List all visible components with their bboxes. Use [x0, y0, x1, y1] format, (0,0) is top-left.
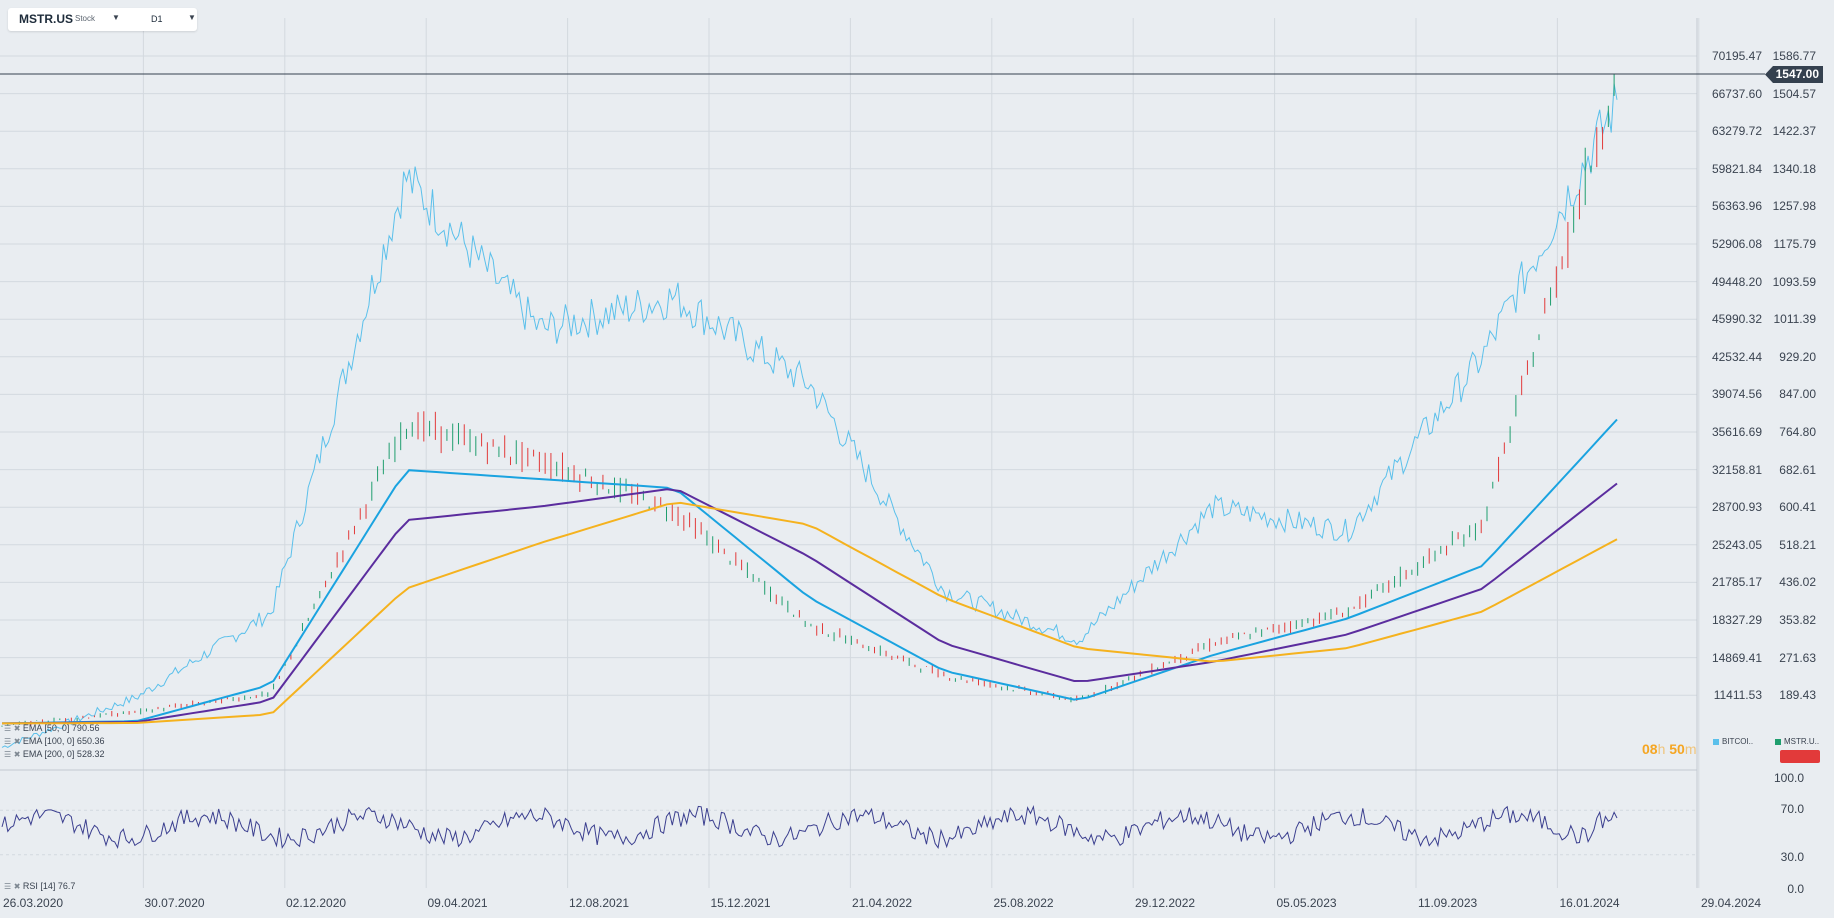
price-axis-label: 436.02: [1779, 575, 1816, 590]
ema-50-label: EMA [50, 0] 790.56: [22, 723, 100, 733]
date-axis-label: 02.12.2020: [286, 896, 347, 910]
ema-100-label: EMA [100, 0] 650.36: [22, 736, 105, 746]
settings-icon[interactable]: ☰: [4, 882, 12, 891]
btc-axis-label: 32158.81: [1711, 462, 1762, 477]
price-axis-label: 189.43: [1779, 688, 1816, 703]
ema-line: [1, 418, 1618, 725]
close-icon[interactable]: ✖: [13, 737, 21, 746]
btc-axis-label: 63279.72: [1711, 124, 1762, 139]
last-change-badge: [1780, 750, 1820, 763]
ema-lines: [1, 418, 1618, 725]
chevron-down-icon[interactable]: ▼: [112, 13, 120, 22]
ema-200-label: EMA [200, 0] 528.32: [22, 749, 105, 759]
rsi-label: RSI [14] 76.7: [22, 881, 76, 891]
date-axis-label: 25.08.2022: [993, 896, 1054, 910]
btc-axis-label: 45990.32: [1711, 312, 1762, 327]
timer-minutes-unit: m: [1684, 741, 1697, 757]
indicator-row[interactable]: ☰ ✖ EMA [200, 0] 528.32: [4, 749, 104, 762]
current-price-tag: 1547.00: [1765, 66, 1823, 83]
timer-hours-unit: h: [1657, 741, 1666, 757]
btc-axis-label: 28700.93: [1711, 500, 1762, 515]
date-axis-label: 15.12.2021: [710, 896, 771, 910]
plot-area: [0, 0, 1697, 735]
price-axis-label: 1504.57: [1772, 86, 1816, 101]
timer-hours: 08: [1642, 741, 1658, 757]
btc-axis-label: 70195.47: [1711, 49, 1762, 63]
ema-line: [1, 482, 1618, 725]
rsi-axis-label: 70.0: [1780, 802, 1804, 816]
close-icon[interactable]: ✖: [13, 750, 21, 759]
btc-axis-label: 56363.96: [1711, 199, 1762, 214]
symbol-name: MSTR.US: [19, 12, 73, 26]
price-axis-label: 518.21: [1779, 537, 1816, 552]
date-axis-label: 30.07.2020: [144, 896, 205, 910]
btc-axis-label: 39074.56: [1711, 387, 1762, 402]
timeframe-selector[interactable]: D1: [151, 14, 163, 24]
close-icon[interactable]: ✖: [13, 724, 21, 733]
price-axis-label: 1257.98: [1772, 199, 1816, 214]
rsi-panel: [1, 804, 1618, 850]
rsi-axis-label: 30.0: [1780, 850, 1804, 864]
price-axis-label: 600.41: [1779, 500, 1816, 515]
rsi-axis-label: 100.0: [1773, 771, 1804, 785]
btc-axis-label: 25243.05: [1711, 537, 1762, 552]
indicator-row[interactable]: ☰ ✖ EMA [50, 0] 790.56: [4, 723, 104, 736]
price-axis-label: 1093.59: [1772, 274, 1816, 289]
price-axis-label: 682.61: [1779, 462, 1816, 477]
btc-axis-label: 18327.29: [1711, 613, 1762, 627]
btc-axis-label: 66737.60: [1711, 86, 1762, 101]
date-axis-label: 12.08.2021: [569, 896, 630, 910]
ema-line: [2, 501, 1618, 725]
price-axis-label: 1175.79: [1773, 237, 1817, 251]
price-axis-label: 929.20: [1779, 349, 1816, 364]
chart-grid: [0, 0, 1700, 888]
settings-icon[interactable]: ☰: [4, 724, 12, 733]
btc-axis-label: 11411.53: [1713, 688, 1762, 703]
date-axis-label: 26.03.2020: [3, 896, 64, 910]
price-axis-label: 1586.77: [1772, 49, 1816, 63]
btc-axis-label: 52906.08: [1711, 237, 1762, 251]
close-icon[interactable]: ✖: [13, 882, 21, 891]
indicator-row[interactable]: ☰ ✖ EMA [100, 0] 650.36: [4, 736, 104, 749]
price-axis-label: 1011.39: [1773, 312, 1817, 327]
price-axis-label: 271.63: [1779, 650, 1816, 665]
date-axis-label: 05.05.2023: [1276, 896, 1337, 910]
price-axis-label: 764.80: [1779, 425, 1816, 439]
date-axis-label: 29.12.2022: [1135, 896, 1196, 910]
price-axis-label: 847.00: [1779, 387, 1816, 402]
chevron-down-icon[interactable]: ▼: [188, 13, 196, 22]
rsi-axis-label: 0.0: [1787, 882, 1804, 896]
rsi-line: [1, 804, 1618, 850]
btc-axis-label: 59821.84: [1711, 161, 1762, 176]
indicator-list: ☰ ✖ EMA [50, 0] 790.56 ☰ ✖ EMA [100, 0] …: [4, 723, 104, 762]
price-axis-label: 1422.37: [1772, 124, 1816, 139]
mstr-candles: [1, 73, 1615, 727]
symbol-type: Stock: [75, 14, 96, 23]
bitcoin-line: [1, 83, 1618, 748]
legend-swatch: [1775, 738, 1781, 745]
date-axis-label: 16.01.2024: [1559, 896, 1620, 910]
price-axis-label: 1340.18: [1772, 161, 1816, 176]
btc-axis-label: 35616.69: [1711, 425, 1762, 439]
settings-icon[interactable]: ☰: [4, 750, 12, 759]
btc-axis-label: 49448.20: [1711, 274, 1762, 289]
btc-axis-label: 14869.41: [1711, 650, 1762, 665]
legend-mstr[interactable]: MSTR.U..: [1775, 737, 1819, 746]
legend-bitcoin[interactable]: BITCOI..: [1713, 737, 1753, 746]
date-axis-label: 11.09.2023: [1418, 896, 1478, 910]
btc-series-line: [1, 83, 1618, 748]
timer-minutes: 50: [1669, 741, 1685, 757]
btc-axis-label: 42532.44: [1711, 349, 1762, 364]
rsi-indicator-row[interactable]: ☰ ✖ RSI [14] 76.7: [4, 881, 75, 891]
settings-icon[interactable]: ☰: [4, 737, 12, 746]
date-axis-label: 29.04.2024: [1701, 896, 1762, 910]
date-axis-label: 21.04.2022: [852, 896, 913, 910]
legend-swatch: [1713, 738, 1719, 745]
btc-axis-label: 21785.17: [1711, 575, 1762, 590]
price-axis-label: 353.82: [1779, 613, 1816, 627]
date-axis-label: 09.04.2021: [427, 896, 488, 910]
symbol-selector[interactable]: MSTR.US Stock ▼ D1 ▼: [8, 8, 197, 31]
candle-timer: 08h 50m: [1642, 741, 1697, 757]
